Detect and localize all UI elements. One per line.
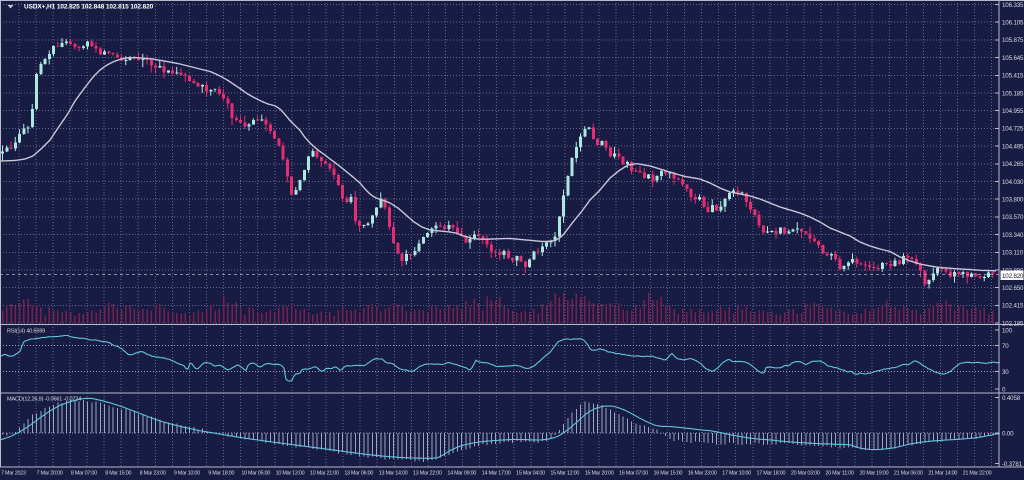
- svg-text:105.415: 105.415: [1002, 73, 1024, 80]
- svg-text:9 Mar 10:00: 9 Mar 10:00: [174, 471, 200, 477]
- svg-text:8 Mar 23:00: 8 Mar 23:00: [140, 471, 166, 477]
- svg-text:103.570: 103.570: [1002, 214, 1024, 221]
- svg-text:RSI(14) 40.6599: RSI(14) 40.6599: [7, 329, 45, 335]
- svg-text:13 Mar 06:00: 13 Mar 06:00: [344, 471, 373, 477]
- svg-text:105.645: 105.645: [1002, 55, 1024, 62]
- svg-text:8 Mar 07:00: 8 Mar 07:00: [71, 471, 97, 477]
- svg-text:70: 70: [1002, 343, 1009, 350]
- svg-text:7 Mar 2023: 7 Mar 2023: [1, 471, 26, 477]
- svg-text:MACD(12,26,9) -0.0661 -0.0724: MACD(12,26,9) -0.0661 -0.0724: [7, 397, 81, 403]
- svg-text:16 Mar 07:00: 16 Mar 07:00: [619, 471, 648, 477]
- svg-text:100: 100: [1002, 328, 1013, 335]
- svg-text:14 Mar 17:00: 14 Mar 17:00: [482, 471, 511, 477]
- svg-text:102.820: 102.820: [1002, 273, 1024, 280]
- svg-text:0.00: 0.00: [1002, 430, 1014, 437]
- svg-text:13 Mar 14:00: 13 Mar 14:00: [379, 471, 408, 477]
- svg-text:30: 30: [1002, 369, 1009, 376]
- svg-text:15 Mar 04:00: 15 Mar 04:00: [516, 471, 545, 477]
- svg-text:-0.3781: -0.3781: [1002, 461, 1023, 468]
- svg-text:20 Mar 19:00: 20 Mar 19:00: [860, 471, 889, 477]
- svg-text:103.110: 103.110: [1002, 250, 1024, 257]
- svg-text:21 Mar 06:00: 21 Mar 06:00: [894, 471, 923, 477]
- svg-text:16 Mar 15:00: 16 Mar 15:00: [654, 471, 683, 477]
- svg-text:105.875: 105.875: [1002, 37, 1024, 44]
- svg-text:104.265: 104.265: [1002, 161, 1024, 168]
- svg-text:15 Mar 12:00: 15 Mar 12:00: [550, 471, 579, 477]
- svg-text:104.955: 104.955: [1002, 108, 1024, 115]
- svg-text:0.4058: 0.4058: [1002, 395, 1021, 402]
- svg-text:102.650: 102.650: [1002, 285, 1024, 292]
- svg-text:103.800: 103.800: [1002, 197, 1024, 204]
- svg-text:16 Mar 23:00: 16 Mar 23:00: [688, 471, 717, 477]
- svg-text:106.105: 106.105: [1002, 20, 1024, 27]
- svg-text:15 Mar 20:00: 15 Mar 20:00: [585, 471, 614, 477]
- svg-text:102.185: 102.185: [1002, 320, 1024, 327]
- svg-text:USDX+,H1 102.825 102.848 102.: USDX+,H1 102.825 102.848 102.815 102.820: [24, 4, 154, 11]
- svg-text:104.030: 104.030: [1002, 179, 1024, 186]
- svg-text:20 Mar 11:00: 20 Mar 11:00: [825, 471, 854, 477]
- svg-text:10 Mar 13:00: 10 Mar 13:00: [276, 471, 305, 477]
- svg-text:13 Mar 22:00: 13 Mar 22:00: [413, 471, 442, 477]
- svg-text:106.335: 106.335: [1002, 2, 1024, 9]
- svg-text:9 Mar 18:00: 9 Mar 18:00: [208, 471, 234, 477]
- svg-text:14 Mar 09:00: 14 Mar 09:00: [447, 471, 476, 477]
- svg-text:21 Mar 22:00: 21 Mar 22:00: [963, 471, 992, 477]
- svg-text:103.340: 103.340: [1002, 232, 1024, 239]
- svg-text:10 Mar 21:00: 10 Mar 21:00: [310, 471, 339, 477]
- svg-text:7 Mar 20:00: 7 Mar 20:00: [36, 471, 62, 477]
- svg-text:8 Mar 15:00: 8 Mar 15:00: [105, 471, 131, 477]
- svg-text:17 Mar 10:00: 17 Mar 10:00: [722, 471, 751, 477]
- svg-text:20 Mar 03:00: 20 Mar 03:00: [791, 471, 820, 477]
- svg-text:102.415: 102.415: [1002, 303, 1024, 310]
- svg-text:104.725: 104.725: [1002, 126, 1024, 133]
- svg-text:0: 0: [1002, 387, 1006, 394]
- svg-text:21 Mar 14:00: 21 Mar 14:00: [928, 471, 957, 477]
- svg-text:17 Mar 18:00: 17 Mar 18:00: [757, 471, 786, 477]
- svg-text:105.185: 105.185: [1002, 90, 1024, 97]
- svg-text:104.495: 104.495: [1002, 143, 1024, 150]
- svg-text:10 Mar 05:00: 10 Mar 05:00: [241, 471, 270, 477]
